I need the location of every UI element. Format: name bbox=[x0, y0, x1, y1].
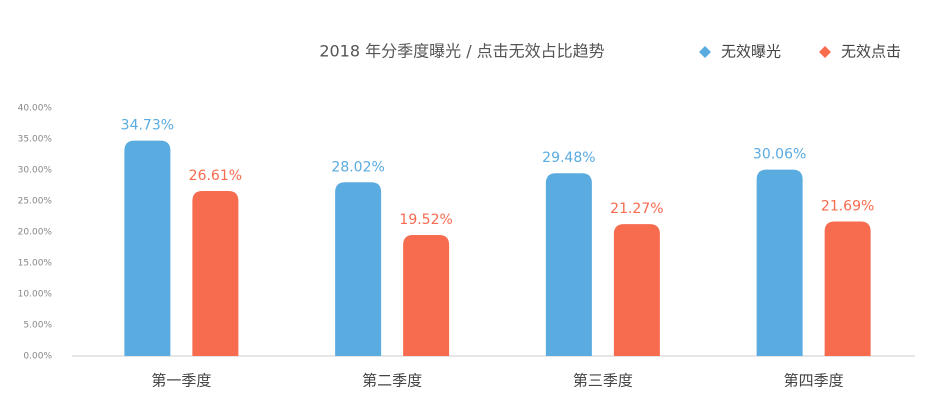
bar bbox=[403, 234, 450, 356]
y-tick-label: 10.00% bbox=[18, 290, 53, 300]
bar bbox=[824, 221, 871, 356]
value-label: 28.02% bbox=[331, 159, 384, 175]
x-tick-label: 第一季度 bbox=[151, 372, 211, 390]
value-label: 21.69% bbox=[821, 199, 874, 215]
bar bbox=[335, 182, 382, 356]
value-label: 21.27% bbox=[610, 201, 663, 217]
bar bbox=[124, 140, 171, 356]
legend-marker bbox=[819, 46, 831, 58]
x-tick-label: 第二季度 bbox=[362, 372, 422, 390]
legend-marker bbox=[699, 46, 711, 58]
y-tick-label: 0.00% bbox=[23, 352, 52, 362]
legend-label: 无效曝光 bbox=[721, 43, 781, 61]
y-tick-label: 30.00% bbox=[18, 166, 53, 176]
y-tick-label: 35.00% bbox=[18, 135, 53, 145]
y-tick-label: 40.00% bbox=[18, 104, 53, 114]
x-tick-label: 第四季度 bbox=[784, 372, 844, 390]
bar bbox=[545, 173, 592, 356]
y-tick-label: 25.00% bbox=[18, 197, 53, 207]
bar bbox=[613, 224, 660, 356]
y-tick-label: 20.00% bbox=[18, 228, 53, 238]
chart-title: 2018 年分季度曝光 / 点击无效占比趋势 bbox=[319, 42, 604, 61]
bar bbox=[192, 191, 239, 356]
x-tick-label: 第三季度 bbox=[573, 372, 633, 390]
value-label: 34.73% bbox=[121, 118, 174, 134]
value-label: 29.48% bbox=[542, 150, 595, 166]
legend-label: 无效点击 bbox=[841, 43, 901, 61]
value-label: 30.06% bbox=[753, 147, 806, 163]
value-label: 26.61% bbox=[189, 168, 242, 184]
bar bbox=[756, 169, 803, 356]
value-label: 19.52% bbox=[399, 212, 452, 228]
y-tick-label: 5.00% bbox=[23, 321, 52, 331]
y-tick-label: 15.00% bbox=[18, 259, 53, 269]
